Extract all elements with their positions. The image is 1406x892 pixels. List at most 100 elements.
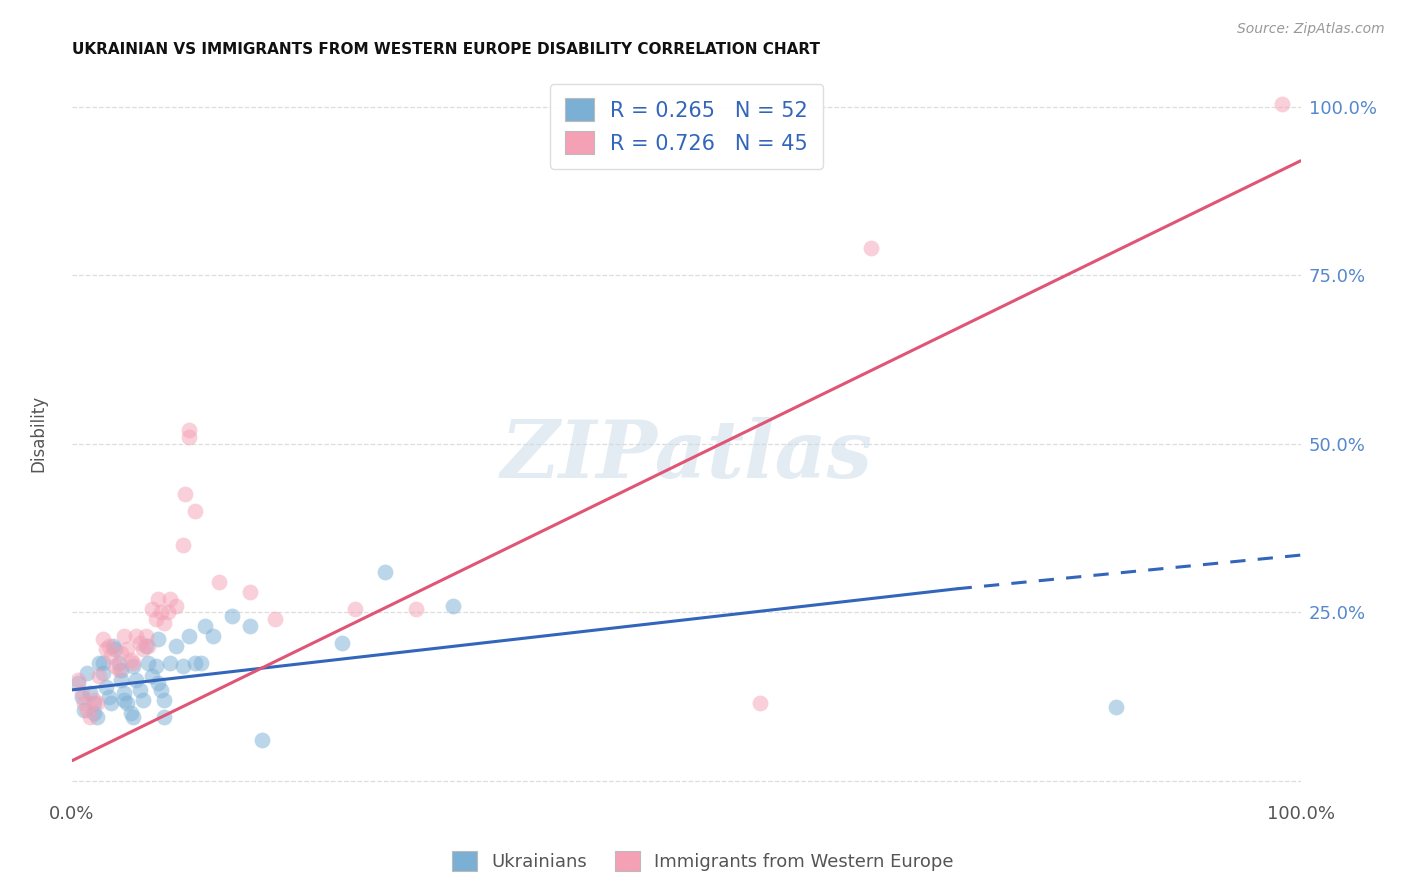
Point [153,615,176,630]
Point [330,636,353,650]
Point [159,656,181,670]
Point [136,639,159,653]
Point [145,612,167,626]
Point [177,424,200,438]
Legend: R = 0.265   N = 52, R = 0.726   N = 45: R = 0.265 N = 52, R = 0.726 N = 45 [550,84,823,169]
Point [252,733,274,747]
Point [97,639,120,653]
Point [146,591,169,606]
Point [120,706,142,721]
Point [76,703,98,717]
Point [125,629,148,643]
Point [136,656,159,670]
Point [107,656,129,670]
Point [159,591,181,606]
Point [83,706,105,721]
Point [859,242,882,256]
Point [190,656,212,670]
Point [110,646,132,660]
Point [177,430,200,444]
Point [122,659,145,673]
Point [91,666,114,681]
Text: ZIPatlas: ZIPatlas [501,417,872,494]
Legend: Ukrainians, Immigrants from Western Europe: Ukrainians, Immigrants from Western Euro… [444,844,962,879]
Point [79,710,101,724]
Point [153,710,176,724]
Point [156,606,179,620]
Point [87,669,110,683]
Point [239,619,262,633]
Point [67,673,90,687]
Point [112,686,135,700]
Point [96,642,118,657]
Point [149,606,172,620]
Point [100,649,122,664]
Y-axis label: Disability: Disability [30,395,46,473]
Point [132,642,155,657]
Point [86,710,108,724]
Point [97,690,120,704]
Point [112,629,135,643]
Point [128,636,150,650]
Point [101,639,124,653]
Point [117,697,139,711]
Point [73,703,96,717]
Point [749,697,772,711]
Point [1271,96,1294,111]
Point [83,697,105,711]
Point [110,673,132,687]
Point [184,504,207,518]
Point [122,656,145,670]
Point [177,629,200,643]
Point [91,632,114,647]
Point [100,697,122,711]
Point [202,629,225,643]
Point [120,652,142,666]
Point [239,585,262,599]
Point [146,676,169,690]
Point [221,608,243,623]
Point [405,602,427,616]
Point [208,575,231,590]
Point [87,656,110,670]
Point [146,632,169,647]
Point [122,710,145,724]
Point [79,686,101,700]
Point [184,656,207,670]
Point [1105,699,1128,714]
Point [96,680,118,694]
Point [86,697,108,711]
Point [194,619,217,633]
Point [343,602,366,616]
Point [110,663,132,677]
Point [166,599,188,613]
Point [104,659,127,673]
Point [172,659,194,673]
Point [112,693,135,707]
Point [117,642,139,657]
Point [70,690,93,704]
Point [263,612,285,626]
Point [128,682,150,697]
Point [174,487,197,501]
Point [91,656,114,670]
Point [441,599,464,613]
Point [83,693,105,707]
Point [104,642,127,657]
Point [132,693,155,707]
Point [76,666,98,681]
Text: Source: ZipAtlas.com: Source: ZipAtlas.com [1237,22,1385,37]
Point [153,693,176,707]
Point [166,639,188,653]
Point [374,565,396,579]
Point [149,682,172,697]
Point [145,659,167,673]
Point [135,639,157,653]
Text: UKRAINIAN VS IMMIGRANTS FROM WESTERN EUROPE DISABILITY CORRELATION CHART: UKRAINIAN VS IMMIGRANTS FROM WESTERN EUR… [72,42,820,57]
Point [125,673,148,687]
Point [141,602,163,616]
Point [141,669,163,683]
Point [73,697,96,711]
Point [135,629,157,643]
Point [67,676,90,690]
